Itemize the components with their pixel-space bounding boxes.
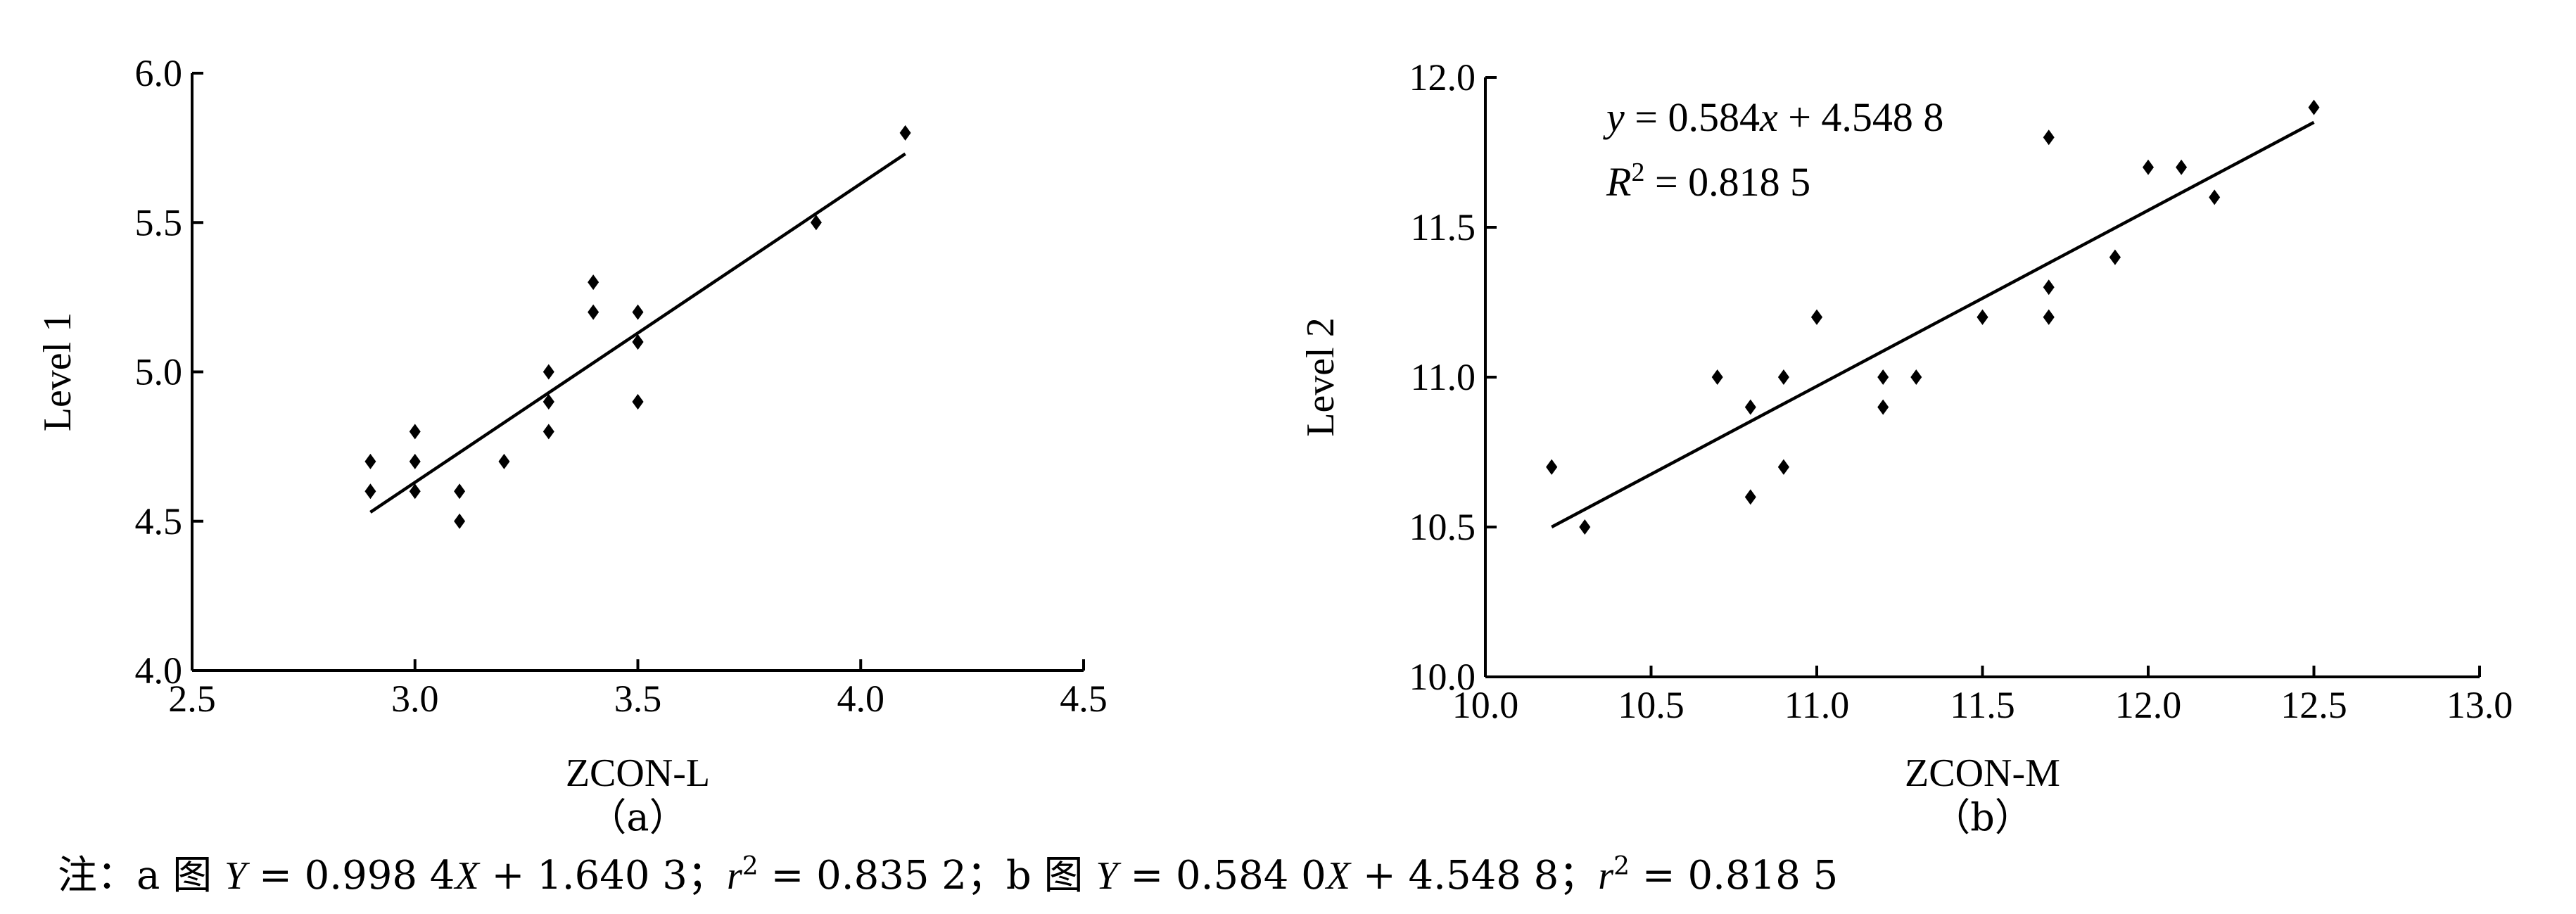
data-point	[364, 453, 376, 469]
data-point	[498, 453, 510, 469]
data-point	[632, 393, 644, 410]
data-point	[1579, 519, 1591, 535]
y-axis-title: Level 1	[36, 312, 80, 431]
figure-note: 注：a 图 Y = 0.998 4X + 1.640 3；r2 = 0.835 …	[58, 852, 1839, 899]
y-tick-label: 12.0	[1409, 56, 1476, 99]
x-tick-label: 12.5	[2280, 684, 2347, 726]
data-point	[543, 424, 554, 440]
data-point	[632, 334, 644, 350]
x-axis-title: ZCON-L	[566, 751, 710, 795]
data-point	[454, 483, 466, 500]
data-point	[2308, 99, 2320, 115]
data-point	[2043, 129, 2055, 146]
data-point	[1877, 399, 1889, 415]
data-point	[409, 483, 421, 500]
data-point	[364, 483, 376, 500]
data-point	[899, 125, 911, 141]
panel-label: （b）	[1932, 795, 2033, 839]
data-point	[543, 393, 554, 410]
data-point	[1811, 309, 1822, 325]
y-tick-label: 11.5	[1411, 206, 1476, 248]
data-point	[409, 424, 421, 440]
y-tick-label: 10.5	[1409, 506, 1476, 548]
y-tick-label: 4.0	[135, 649, 183, 692]
x-tick-label: 2.5	[168, 678, 216, 720]
y-axis-title: Level 2	[1299, 317, 1343, 436]
data-point	[454, 513, 466, 529]
data-point	[1910, 369, 1922, 385]
data-point	[2143, 159, 2154, 175]
x-tick-label: 10.0	[1452, 684, 1519, 726]
data-point	[2043, 309, 2055, 325]
panel-label: （a）	[588, 795, 687, 839]
y-tick-label: 10.0	[1409, 656, 1476, 698]
data-point	[1777, 459, 1789, 475]
data-point	[632, 304, 644, 320]
y-tick-label: 5.0	[135, 351, 183, 393]
y-tick-label: 5.5	[135, 201, 183, 243]
data-point	[810, 215, 822, 231]
y-tick-label: 11.0	[1411, 356, 1476, 398]
data-point	[1977, 309, 1988, 325]
data-point	[588, 274, 599, 291]
data-point	[2043, 279, 2055, 296]
data-point	[1744, 489, 1756, 505]
x-tick-label: 4.5	[1060, 678, 1108, 720]
regression-line	[1551, 120, 2315, 528]
scatter-panel-a: 2.5 3.0 3.5 4.0 4.5 4.0 4.5 5.0 5.5 6.0 ZCON-L Leve…	[36, 52, 1108, 839]
data-point	[409, 453, 421, 469]
x-tick-label: 13.0	[2447, 684, 2513, 726]
equation-annotation: R2 = 0.818 5	[1606, 158, 1810, 205]
data-point	[2109, 249, 2121, 265]
x-tick-label: 3.0	[391, 678, 439, 720]
data-point	[588, 304, 599, 320]
data-point	[1546, 459, 1558, 475]
x-tick-label: 4.0	[837, 678, 885, 720]
data-point	[1711, 369, 1723, 385]
x-tick-label: 12.0	[2115, 684, 2182, 726]
data-point	[1777, 369, 1789, 385]
data-point	[1744, 399, 1756, 415]
equation-annotation: y = 0.584x + 4.548 8	[1603, 94, 1943, 140]
x-tick-label: 11.5	[1950, 684, 2015, 726]
y-tick-label: 6.0	[135, 52, 183, 94]
x-tick-label: 3.5	[614, 678, 662, 720]
data-point	[1877, 369, 1889, 385]
data-point	[2176, 159, 2188, 175]
regression-line	[369, 152, 906, 514]
x-tick-label: 10.5	[1618, 684, 1684, 726]
x-axis-title: ZCON-M	[1905, 751, 2060, 795]
y-tick-label: 4.5	[135, 500, 183, 542]
x-tick-label: 11.0	[1784, 684, 1850, 726]
data-point	[2209, 189, 2221, 205]
data-point	[543, 364, 554, 380]
scatter-panel-b: 10.0 10.5 11.0 11.5 12.0 12.5 13.0 10.0 10.5 11.0…	[1299, 56, 2513, 839]
